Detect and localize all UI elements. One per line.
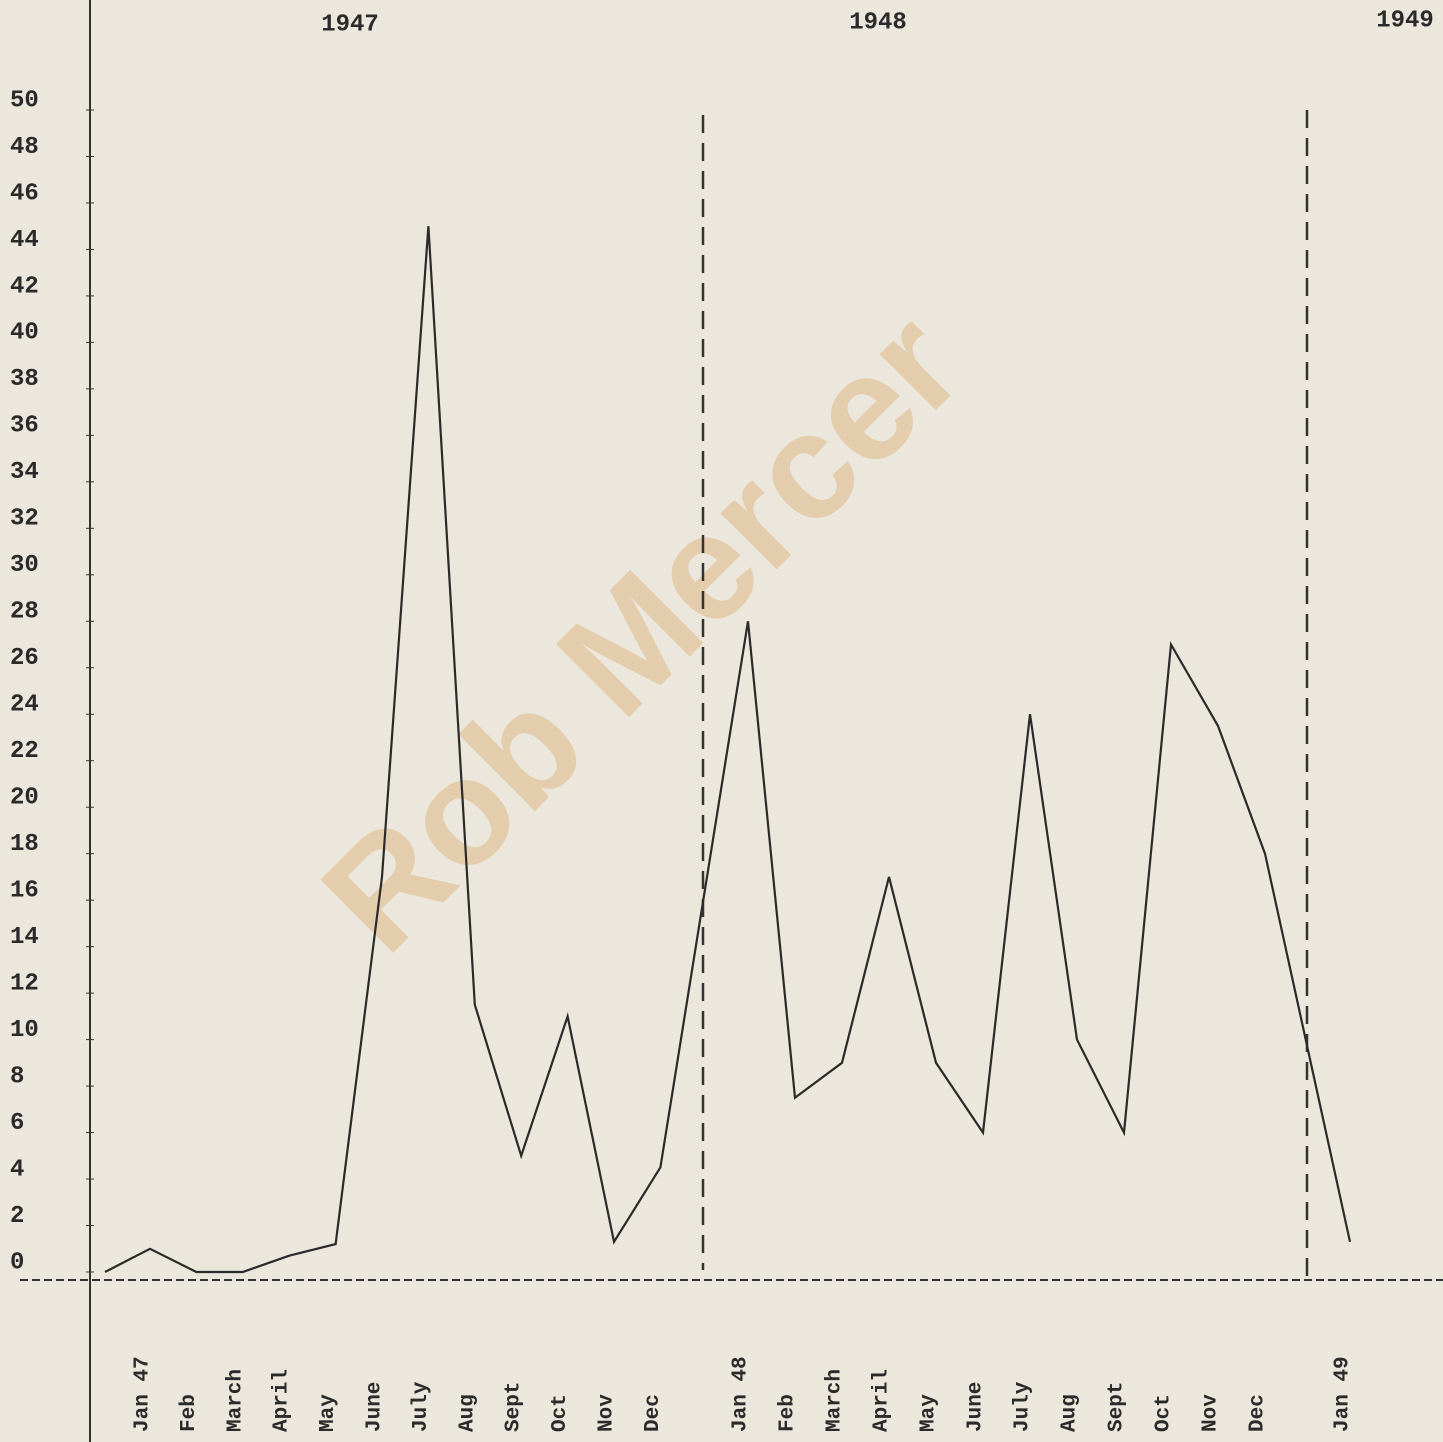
x-tick-label: Sept: [1106, 1382, 1129, 1432]
x-tick-label: Oct: [1153, 1394, 1176, 1432]
x-tick-label: Sept: [503, 1382, 526, 1432]
y-tick-label: 42: [10, 273, 39, 300]
x-tick-label: April: [271, 1369, 294, 1432]
x-tick-label: Nov: [1200, 1394, 1223, 1432]
y-tick-label: 4: [10, 1156, 24, 1183]
y-tick-label: 12: [10, 970, 39, 997]
y-tick-label: 40: [10, 320, 39, 347]
y-tick-label: 26: [10, 645, 39, 672]
x-tick-label: July: [410, 1381, 433, 1432]
x-tick-label: March: [224, 1369, 247, 1432]
y-tick-label: 14: [10, 924, 39, 951]
x-tick-label: July: [1012, 1381, 1035, 1432]
x-tick-label: Jan 49: [1332, 1356, 1355, 1432]
y-tick-label: 6: [10, 1110, 24, 1137]
x-tick-label: Dec: [642, 1394, 665, 1432]
y-tick-label: 24: [10, 692, 39, 719]
year-label: 1948: [849, 9, 907, 36]
data-line: [104, 226, 1352, 1274]
y-tick-label: 8: [10, 1063, 24, 1090]
x-tick-label: Feb: [178, 1394, 201, 1432]
x-tick-label: Jan 48: [730, 1356, 753, 1432]
x-tick-label: Jan 47: [132, 1356, 155, 1432]
x-tick-label: June: [965, 1382, 988, 1432]
x-tick-label: May: [317, 1394, 340, 1432]
y-tick-label: 18: [10, 831, 39, 858]
x-tick-label: April: [871, 1369, 894, 1432]
x-tick-label: Nov: [596, 1394, 619, 1432]
y-tick-label: 32: [10, 506, 39, 533]
y-tick-label: 44: [10, 227, 39, 254]
year-label: 1949: [1376, 7, 1434, 34]
x-tick-label: Dec: [1247, 1394, 1270, 1432]
y-tick-label: 46: [10, 180, 39, 207]
x-tick-label: Oct: [549, 1394, 572, 1432]
y-tick-label: 38: [10, 366, 39, 393]
watermark: Rob Mercer: [290, 280, 992, 982]
y-tick-label: 20: [10, 785, 39, 812]
x-tick-label: May: [918, 1394, 941, 1432]
y-tick-label: 50: [10, 87, 39, 114]
y-tick-label: 36: [10, 413, 39, 440]
y-tick-label: 10: [10, 1017, 39, 1044]
y-tick-label: 16: [10, 878, 39, 905]
x-tick-label: Aug: [456, 1394, 479, 1432]
x-tick-label: June: [364, 1382, 387, 1432]
year-label: 1947: [321, 11, 379, 38]
y-tick-label: 28: [10, 599, 39, 626]
y-tick-label: 22: [10, 738, 39, 765]
y-tick-label: 34: [10, 459, 39, 486]
x-tick-label: Feb: [777, 1394, 800, 1432]
y-tick-label: 2: [10, 1203, 24, 1230]
y-tick-label: 30: [10, 552, 39, 579]
y-tick-label: 48: [10, 134, 39, 161]
x-tick-label: March: [824, 1369, 847, 1432]
x-tick-label: Aug: [1059, 1394, 1082, 1432]
y-tick-label: 0: [10, 1249, 24, 1276]
